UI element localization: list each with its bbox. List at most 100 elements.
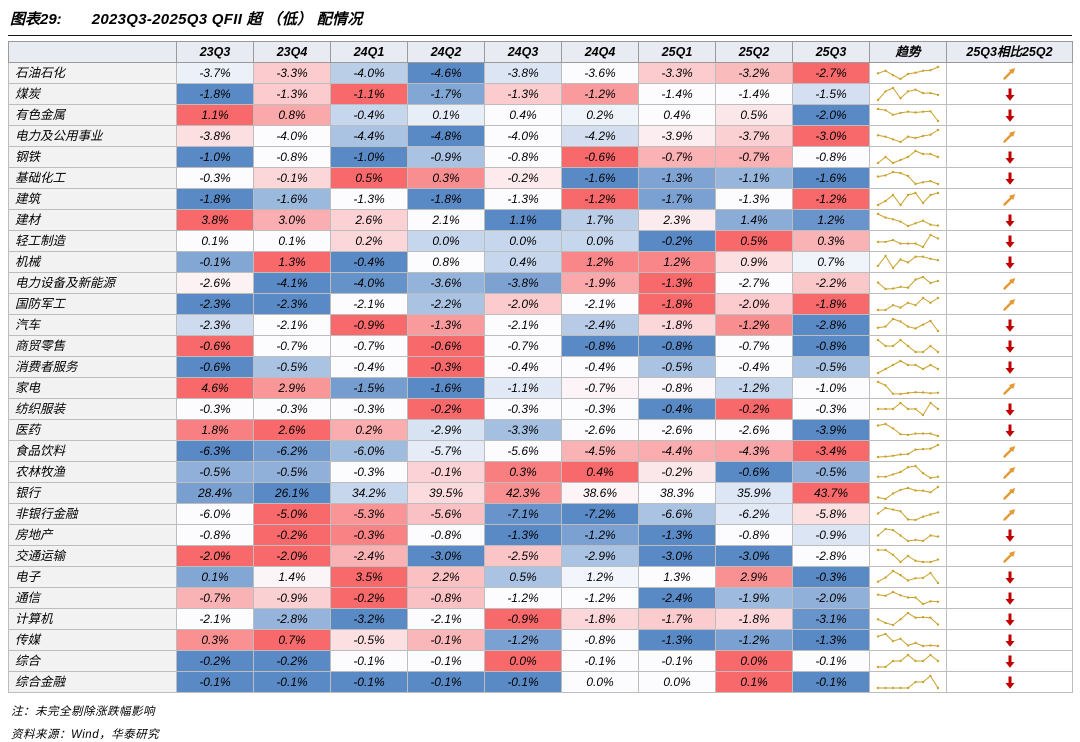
heat-cell: -3.3%: [484, 419, 562, 441]
table-row: 家电 4.6% 2.9% -1.5% -1.6% -1.1% -0.7% -0.8% -1.2%…: [8, 377, 1073, 399]
heat-cell: -1.2%: [561, 524, 639, 546]
heat-cell: -0.1%: [561, 650, 639, 672]
heat-cell: -0.9%: [407, 146, 485, 168]
heat-cell: 0.0%: [715, 650, 793, 672]
heat-cell: -2.2%: [407, 293, 485, 315]
trend-cell: [869, 524, 947, 546]
heat-cell: -0.6%: [176, 356, 254, 378]
table-row: 医药 1.8% 2.6% 0.2% -2.9% -3.3% -2.6% -2.6% -2.6% -…: [8, 419, 1073, 441]
heat-cell: -2.3%: [176, 293, 254, 315]
change-cell: [946, 524, 1073, 546]
up-arrow-icon: [1002, 130, 1015, 143]
table-row: 纺织服装 -0.3% -0.3% -0.3% -0.2% -0.3% -0.3% -0.4% -…: [8, 398, 1073, 420]
trend-sparkline: [876, 422, 940, 438]
trend-cell: [869, 629, 947, 651]
change-cell: [946, 104, 1073, 126]
heat-cell: 38.6%: [561, 482, 639, 504]
heat-cell: -0.8%: [792, 335, 870, 357]
heat-cell: -0.1%: [792, 671, 870, 693]
heat-cell: -2.6%: [638, 419, 716, 441]
trend-sparkline: [876, 401, 940, 417]
heat-cell: -1.6%: [253, 188, 331, 210]
heat-cell: -0.4%: [638, 398, 716, 420]
heat-cell: -0.7%: [253, 335, 331, 357]
heat-cell: -0.8%: [638, 335, 716, 357]
table-row: 轻工制造 0.1% 0.1% 0.2% 0.0% 0.0% 0.0% -0.2% 0.5% 0.3…: [8, 230, 1073, 252]
figure-title: 2023Q3-2025Q3 QFII 超 （低） 配情况: [91, 11, 363, 28]
heat-cell: -1.2%: [484, 587, 562, 609]
heat-cell: -0.1%: [176, 671, 254, 693]
table-row: 钢铁 -1.0% -0.8% -1.0% -0.9% -0.8% -0.6% -0.7% -0.…: [8, 146, 1073, 168]
heat-cell: -1.8%: [638, 314, 716, 336]
heat-cell: -6.6%: [638, 503, 716, 525]
heat-cell: -1.6%: [407, 377, 485, 399]
down-arrow-icon: [1005, 214, 1014, 227]
down-arrow-icon: [1005, 571, 1014, 584]
table-row: 通信 -0.7% -0.9% -0.2% -0.8% -1.2% -1.2% -2.4% -1.…: [8, 587, 1073, 609]
heat-cell: -0.3%: [176, 167, 254, 189]
table-row: 消费者服务 -0.6% -0.5% -0.4% -0.3% -0.4% -0.4% -0.5%…: [8, 356, 1073, 378]
heat-cell: 1.2%: [792, 209, 870, 231]
heat-cell: -1.3%: [638, 524, 716, 546]
heat-cell: -3.7%: [715, 125, 793, 147]
heat-cell: -0.4%: [715, 356, 793, 378]
heat-cell: -2.7%: [792, 62, 870, 84]
qfii-heatmap-table: 23Q3 23Q4 24Q1 24Q2 24Q3 24Q4 25Q1 25Q2 25Q3 趋势 25…: [8, 41, 1073, 693]
change-cell: [946, 167, 1073, 189]
trend-sparkline: [876, 191, 940, 207]
heat-cell: -2.2%: [792, 272, 870, 294]
heat-cell: 0.0%: [638, 671, 716, 693]
trend-cell: [869, 503, 947, 525]
heat-cell: 26.1%: [253, 482, 331, 504]
heat-cell: -2.1%: [253, 314, 331, 336]
trend-sparkline: [876, 380, 940, 396]
trend-sparkline: [876, 464, 940, 480]
heat-cell: -1.0%: [330, 146, 408, 168]
trend-sparkline: [876, 674, 940, 690]
heat-cell: 0.4%: [561, 461, 639, 483]
heat-cell: 0.5%: [484, 566, 562, 588]
heat-cell: -0.8%: [561, 629, 639, 651]
heat-cell: -6.0%: [176, 503, 254, 525]
heat-cell: 0.5%: [715, 230, 793, 252]
heat-cell: 0.8%: [407, 251, 485, 273]
heat-cell: -4.8%: [407, 125, 485, 147]
industry-name: 商贸零售: [8, 335, 177, 357]
heat-cell: 39.5%: [407, 482, 485, 504]
trend-sparkline: [876, 443, 940, 459]
trend-cell: [869, 230, 947, 252]
heat-cell: -2.0%: [484, 293, 562, 315]
heat-cell: -3.9%: [638, 125, 716, 147]
table-row: 建筑 -1.8% -1.6% -1.3% -1.8% -1.3% -1.2% -1.7% -1.…: [8, 188, 1073, 210]
heat-cell: -0.8%: [253, 146, 331, 168]
industry-name: 综合: [8, 650, 177, 672]
trend-cell: [869, 272, 947, 294]
heat-cell: -1.8%: [715, 608, 793, 630]
table-row: 计算机 -2.1% -2.8% -3.2% -2.1% -0.9% -1.8% -1.7% -1…: [8, 608, 1073, 630]
column-header: 25Q2: [715, 41, 793, 63]
heat-cell: -1.3%: [638, 272, 716, 294]
heat-cell: -4.3%: [715, 440, 793, 462]
heat-cell: 2.9%: [715, 566, 793, 588]
heat-cell: -0.1%: [176, 251, 254, 273]
industry-name: 国防军工: [8, 293, 177, 315]
heat-cell: -1.7%: [638, 608, 716, 630]
heat-cell: -2.8%: [792, 545, 870, 567]
trend-sparkline: [876, 65, 940, 81]
heat-cell: -0.7%: [561, 377, 639, 399]
heat-cell: -2.4%: [638, 587, 716, 609]
trend-sparkline: [876, 128, 940, 144]
heat-cell: -2.1%: [407, 608, 485, 630]
industry-name: 家电: [8, 377, 177, 399]
column-header: 24Q3: [484, 41, 562, 63]
trend-sparkline: [876, 149, 940, 165]
heat-cell: -0.2%: [253, 524, 331, 546]
heat-cell: -0.2%: [176, 650, 254, 672]
up-arrow-icon: [1002, 382, 1015, 395]
industry-name: 电力及公用事业: [8, 125, 177, 147]
heat-cell: -4.0%: [330, 272, 408, 294]
heat-cell: 1.1%: [176, 104, 254, 126]
trend-cell: [869, 482, 947, 504]
heat-cell: -3.3%: [253, 62, 331, 84]
table-row: 汽车 -2.3% -2.1% -0.9% -1.3% -2.1% -2.4% -1.8% -1.…: [8, 314, 1073, 336]
